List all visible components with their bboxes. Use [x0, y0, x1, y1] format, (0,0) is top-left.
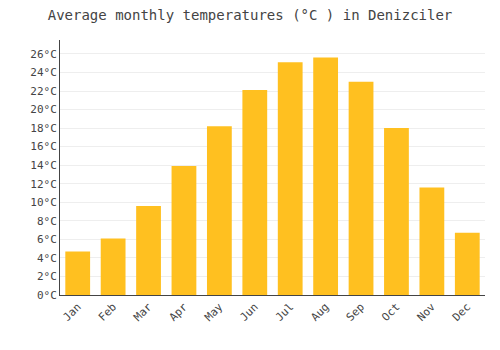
svg-text:16°C: 16°C: [30, 140, 57, 153]
svg-text:Oct: Oct: [379, 301, 402, 324]
svg-text:14°C: 14°C: [30, 159, 57, 172]
svg-text:May: May: [202, 300, 226, 324]
svg-text:8°C: 8°C: [37, 215, 57, 228]
svg-text:26°C: 26°C: [30, 48, 57, 61]
svg-text:0°C: 0°C: [37, 289, 57, 302]
svg-text:Jun: Jun: [238, 301, 261, 324]
svg-text:10°C: 10°C: [30, 196, 57, 209]
svg-text:18°C: 18°C: [30, 122, 57, 135]
svg-text:Dec: Dec: [450, 301, 473, 324]
svg-text:4°C: 4°C: [37, 252, 57, 265]
svg-text:Sep: Sep: [344, 301, 367, 324]
svg-text:Jul: Jul: [273, 301, 296, 324]
svg-text:Feb: Feb: [96, 301, 119, 324]
svg-text:12°C: 12°C: [30, 178, 57, 191]
svg-text:22°C: 22°C: [30, 85, 57, 98]
svg-text:24°C: 24°C: [30, 66, 57, 79]
svg-text:6°C: 6°C: [37, 233, 57, 246]
svg-text:Nov: Nov: [415, 300, 439, 324]
svg-text:20°C: 20°C: [30, 103, 57, 116]
svg-text:Jan: Jan: [60, 301, 83, 324]
svg-text:Average monthly temperatures (: Average monthly temperatures (°C ) in De…: [48, 7, 453, 23]
svg-text:Aug: Aug: [308, 301, 331, 324]
svg-text:Apr: Apr: [167, 300, 191, 324]
svg-text:Mar: Mar: [131, 300, 155, 324]
svg-text:2°C: 2°C: [37, 270, 57, 283]
